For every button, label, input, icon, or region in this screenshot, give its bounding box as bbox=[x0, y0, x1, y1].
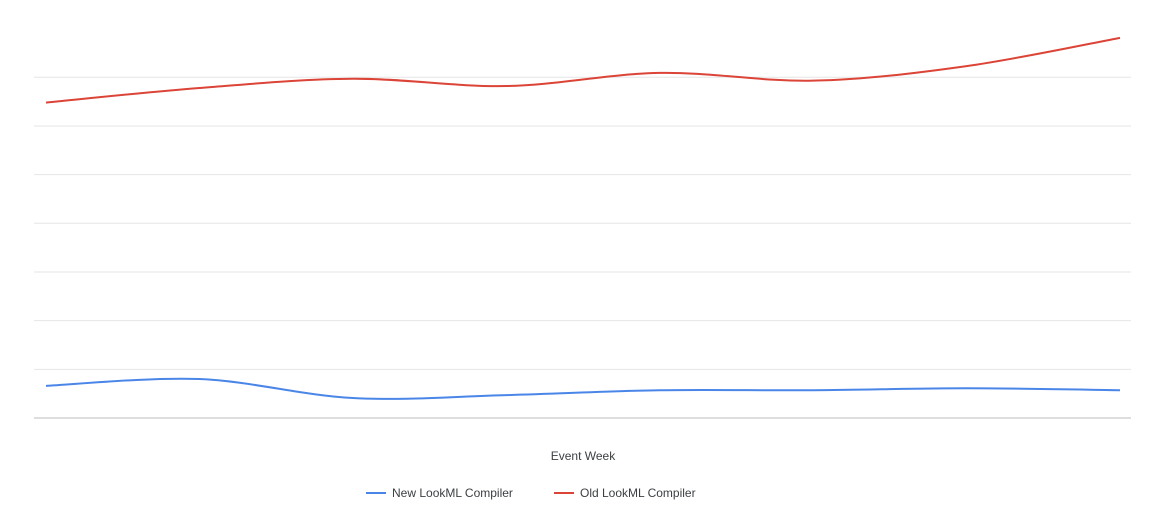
legend-label: New LookML Compiler bbox=[392, 486, 513, 500]
line-series bbox=[45, 377, 1121, 400]
line-series bbox=[45, 36, 1121, 104]
x-axis-label: Event Week bbox=[551, 449, 616, 463]
legend-label: Old LookML Compiler bbox=[580, 486, 696, 500]
